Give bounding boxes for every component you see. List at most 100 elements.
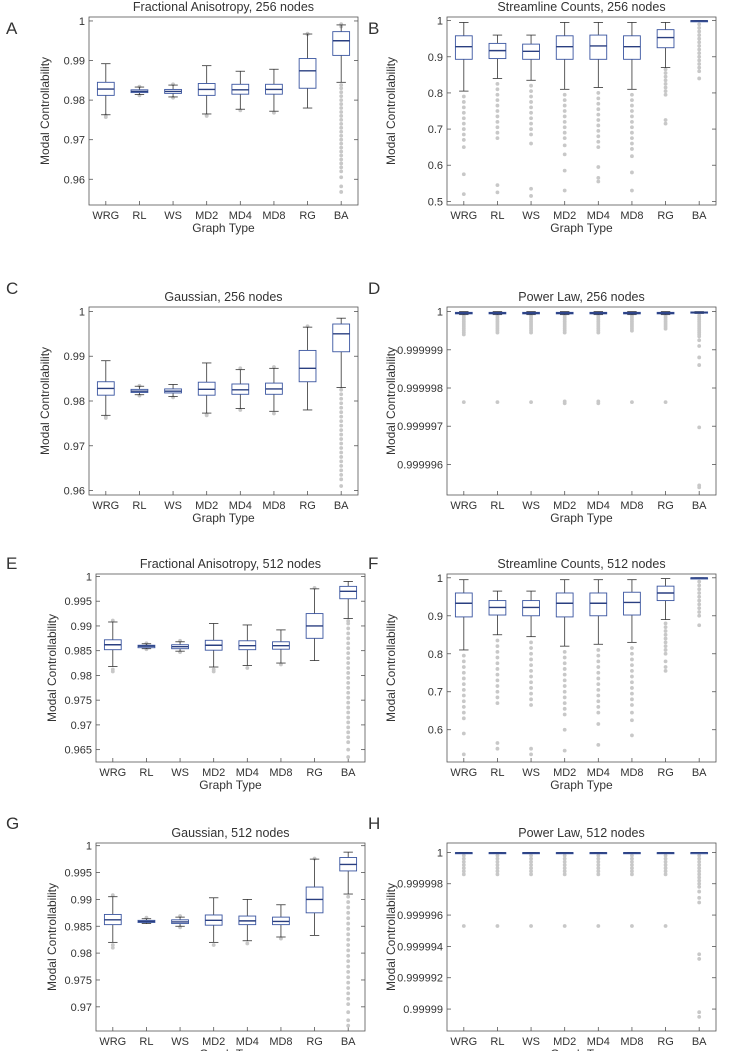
outlier-point: [596, 91, 601, 95]
box-ba: [332, 22, 351, 194]
x-tick-label: RG: [657, 767, 674, 779]
x-tick-label: RL: [132, 210, 146, 222]
outlier-point: [495, 81, 500, 86]
outlier-point: [697, 29, 702, 34]
outlier-point: [596, 118, 601, 122]
x-tick-label: WRG: [450, 1036, 477, 1048]
outlier-point: [495, 109, 500, 113]
outlier-point: [697, 355, 702, 360]
box-md4: [231, 366, 250, 412]
box-md2: [555, 22, 574, 193]
outlier-point: [495, 87, 500, 92]
outlier-point: [346, 975, 351, 980]
outlier-point: [529, 89, 533, 94]
outlier-point: [697, 598, 702, 603]
x-axis-label: Graph Type: [192, 221, 255, 235]
outlier-point: [339, 423, 344, 428]
outlier-point: [697, 62, 702, 66]
outlier-point: [461, 856, 466, 861]
outlier-point: [495, 701, 500, 706]
outlier-point: [562, 672, 567, 677]
iqr-box: [555, 592, 574, 618]
outlier-point: [346, 910, 351, 915]
x-tick-label: RG: [306, 767, 323, 779]
outlier-point: [529, 691, 533, 696]
outlier-point: [630, 869, 634, 874]
box-wrg: [96, 63, 115, 120]
outlier-point: [461, 705, 466, 709]
outlier-point: [339, 472, 344, 477]
outlier-point: [346, 1002, 351, 1007]
x-axis-label: Graph Type: [550, 221, 613, 235]
box-rl: [488, 311, 507, 405]
outlier-point: [663, 89, 668, 94]
outlier-point: [697, 25, 702, 30]
box-rg: [656, 852, 675, 928]
outlier-point: [663, 644, 668, 649]
outlier-point: [346, 626, 351, 631]
x-tick-label: WRG: [92, 210, 119, 222]
x-tick-label: WS: [522, 210, 540, 222]
outlier-point: [339, 477, 344, 482]
x-axis-label: Graph Type: [550, 1047, 613, 1051]
outlier-point: [630, 863, 634, 867]
outlier-point: [663, 326, 668, 331]
x-tick-label: MD4: [587, 767, 610, 779]
outlier-point: [663, 856, 668, 861]
x-tick-label: WS: [522, 500, 540, 512]
x-tick-label: WRG: [99, 767, 126, 779]
x-tick-label: MD8: [269, 1036, 292, 1048]
outlier-point: [663, 872, 668, 877]
y-tick-label: 0.9: [428, 52, 443, 64]
outlier-point: [630, 674, 634, 679]
panel-a: A Fractional Anisotropy, 256 nodes 0.96 0.9…: [6, 0, 359, 235]
outlier-point: [339, 121, 344, 126]
outlier-point: [596, 123, 601, 128]
outlier-point: [339, 184, 344, 189]
x-axis-label: Graph Type: [199, 1047, 262, 1051]
outlier-point: [562, 401, 567, 406]
outlier-point: [630, 92, 634, 97]
x-tick-label: BA: [341, 767, 356, 779]
outlier-point: [339, 86, 344, 91]
outlier-point: [346, 932, 351, 937]
outlier-point: [596, 670, 601, 675]
outlier-point: [461, 710, 466, 715]
outlier-point: [630, 697, 634, 702]
box-rl: [137, 641, 156, 652]
outlier-point: [697, 76, 702, 81]
box-md8: [272, 904, 290, 941]
outlier-point: [339, 190, 344, 194]
y-axis-label: Modal Controllability: [45, 614, 59, 722]
outlier-point: [697, 69, 702, 74]
outlier-point: [339, 446, 344, 450]
outlier-point: [663, 621, 668, 626]
outlier-point: [495, 872, 500, 877]
outlier-point: [346, 636, 351, 641]
y-tick-label: 0.8: [428, 88, 443, 100]
outlier-point: [596, 96, 601, 101]
panel-letter: H: [368, 814, 380, 833]
outlier-point: [663, 859, 668, 864]
box-md8: [623, 311, 641, 405]
panel-f: F Streamline Counts, 512 nodes 0.6 0.7 0.8 0.…: [368, 554, 717, 792]
outlier-point: [495, 859, 500, 864]
iqr-box: [339, 585, 358, 600]
outlier-point: [562, 872, 567, 877]
outlier-point: [110, 945, 115, 950]
x-tick-label: MD8: [620, 1036, 643, 1048]
box-rl: [488, 34, 507, 195]
outlier-point: [339, 169, 344, 174]
outlier-point: [663, 67, 668, 72]
outlier-point: [339, 392, 344, 397]
outlier-point: [339, 157, 344, 162]
panel-letter: D: [368, 279, 380, 298]
outlier-point: [562, 853, 567, 858]
outlier-point: [461, 687, 466, 692]
x-axis-label: Graph Type: [550, 778, 613, 792]
plot-frame: [446, 573, 717, 763]
box-md2: [555, 852, 574, 928]
outlier-point: [529, 752, 533, 757]
box-rl: [130, 383, 149, 398]
x-tick-label: MD8: [269, 767, 292, 779]
